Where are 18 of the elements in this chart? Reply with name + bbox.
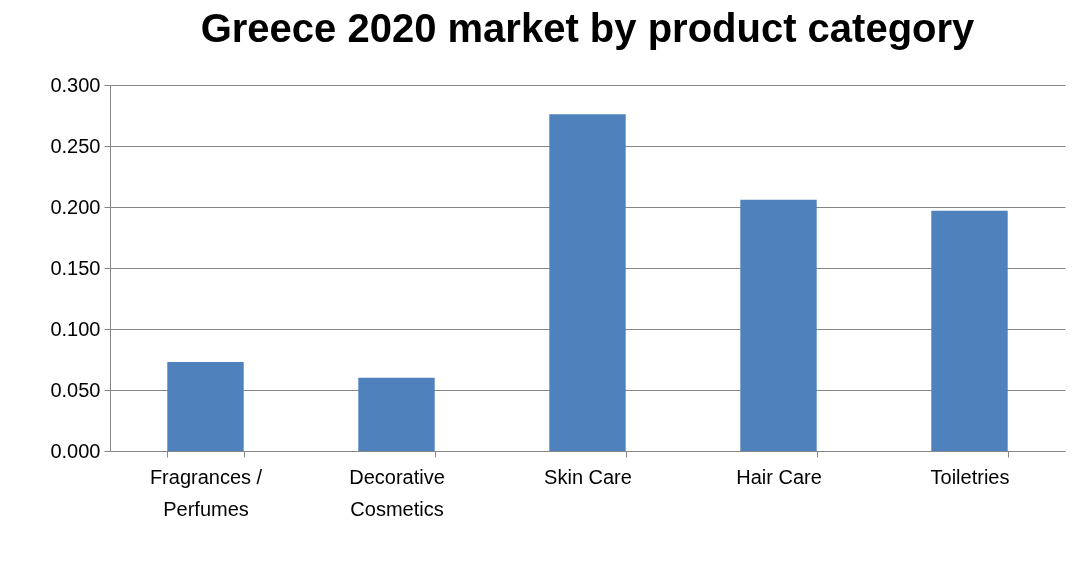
- chart-title: Greece 2020 market by product category: [200, 6, 976, 50]
- bar: [931, 210, 1008, 451]
- x-tick-label: Decorative Cosmetics: [349, 465, 445, 520]
- bar: [549, 114, 626, 451]
- y-tick-label: 0.000: [50, 439, 101, 462]
- x-tick-label: Fragrances / Perfumes: [149, 465, 263, 520]
- y-tick-label: 0.150: [50, 256, 101, 279]
- y-tick-label: 0.200: [50, 195, 101, 218]
- bar: [740, 199, 817, 451]
- bar: [167, 361, 244, 451]
- x-tick-label: Hair Care: [736, 465, 822, 488]
- bar: [358, 377, 435, 451]
- y-tick-label: 0.100: [50, 317, 101, 340]
- y-tick-label: 0.300: [50, 73, 101, 96]
- y-tick-label: 0.050: [50, 378, 101, 401]
- x-tick-label: Skin Care: [544, 465, 632, 488]
- x-tick-label: Toiletries: [930, 465, 1010, 488]
- y-tick-label: 0.250: [50, 134, 101, 157]
